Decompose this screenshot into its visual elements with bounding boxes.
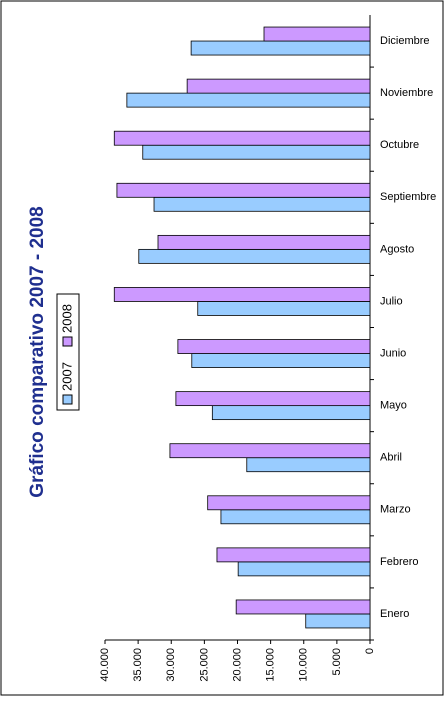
bar (113, 287, 371, 302)
bar (305, 613, 371, 629)
legend-swatch (62, 394, 73, 405)
y-tick-label: 25.000 (198, 648, 210, 682)
bar (207, 495, 371, 511)
y-tick-label: 40.000 (99, 648, 111, 682)
y-tick-label: 0 (364, 648, 376, 654)
y-tick-label: 15.000 (265, 648, 277, 682)
bar (169, 443, 371, 459)
bar (220, 509, 371, 525)
bar (177, 339, 371, 354)
bar (216, 547, 371, 563)
bar (175, 391, 371, 407)
bar (191, 353, 371, 368)
bar (113, 130, 371, 146)
bar (235, 599, 371, 615)
bar (153, 196, 371, 212)
bar (116, 182, 371, 198)
y-tick-label: 5.000 (331, 648, 343, 676)
x-tick-label: Enero (380, 608, 409, 620)
x-tick-label: Febrero (380, 556, 419, 568)
x-tick-label: Septiembre (380, 191, 436, 203)
legend: 2007 2008 (56, 293, 80, 411)
y-tick-label: 10.000 (298, 648, 310, 682)
bar (190, 40, 371, 56)
x-tick-label: Abril (380, 452, 402, 464)
bar (186, 78, 371, 94)
bar (197, 301, 371, 316)
x-tick-label: Junio (380, 347, 406, 359)
legend-box (56, 293, 80, 411)
bar (237, 561, 371, 577)
bar (246, 457, 371, 473)
legend-label: 2008 (59, 304, 74, 333)
bar (142, 144, 371, 160)
x-tick-label: Noviembre (380, 87, 433, 99)
chart-title: Gráfico comparativo 2007 - 2008 (27, 206, 48, 497)
y-tick-label: 30.000 (165, 648, 177, 682)
y-tick-label: 35.000 (132, 648, 144, 682)
x-tick-label: Marzo (380, 504, 411, 516)
bar (263, 26, 371, 42)
x-tick-label: Mayo (380, 400, 407, 412)
x-tick-label: Agosto (380, 243, 414, 255)
bar (138, 248, 371, 264)
bar (211, 405, 371, 421)
legend-swatch (62, 336, 73, 347)
y-tick-label: 20.000 (231, 648, 243, 682)
bar (157, 234, 371, 250)
x-tick-label: Julio (380, 295, 403, 307)
legend-label: 2007 (59, 362, 74, 391)
bar (126, 92, 371, 108)
x-tick-label: Diciembre (380, 35, 430, 47)
x-tick-label: Octubre (380, 139, 419, 151)
